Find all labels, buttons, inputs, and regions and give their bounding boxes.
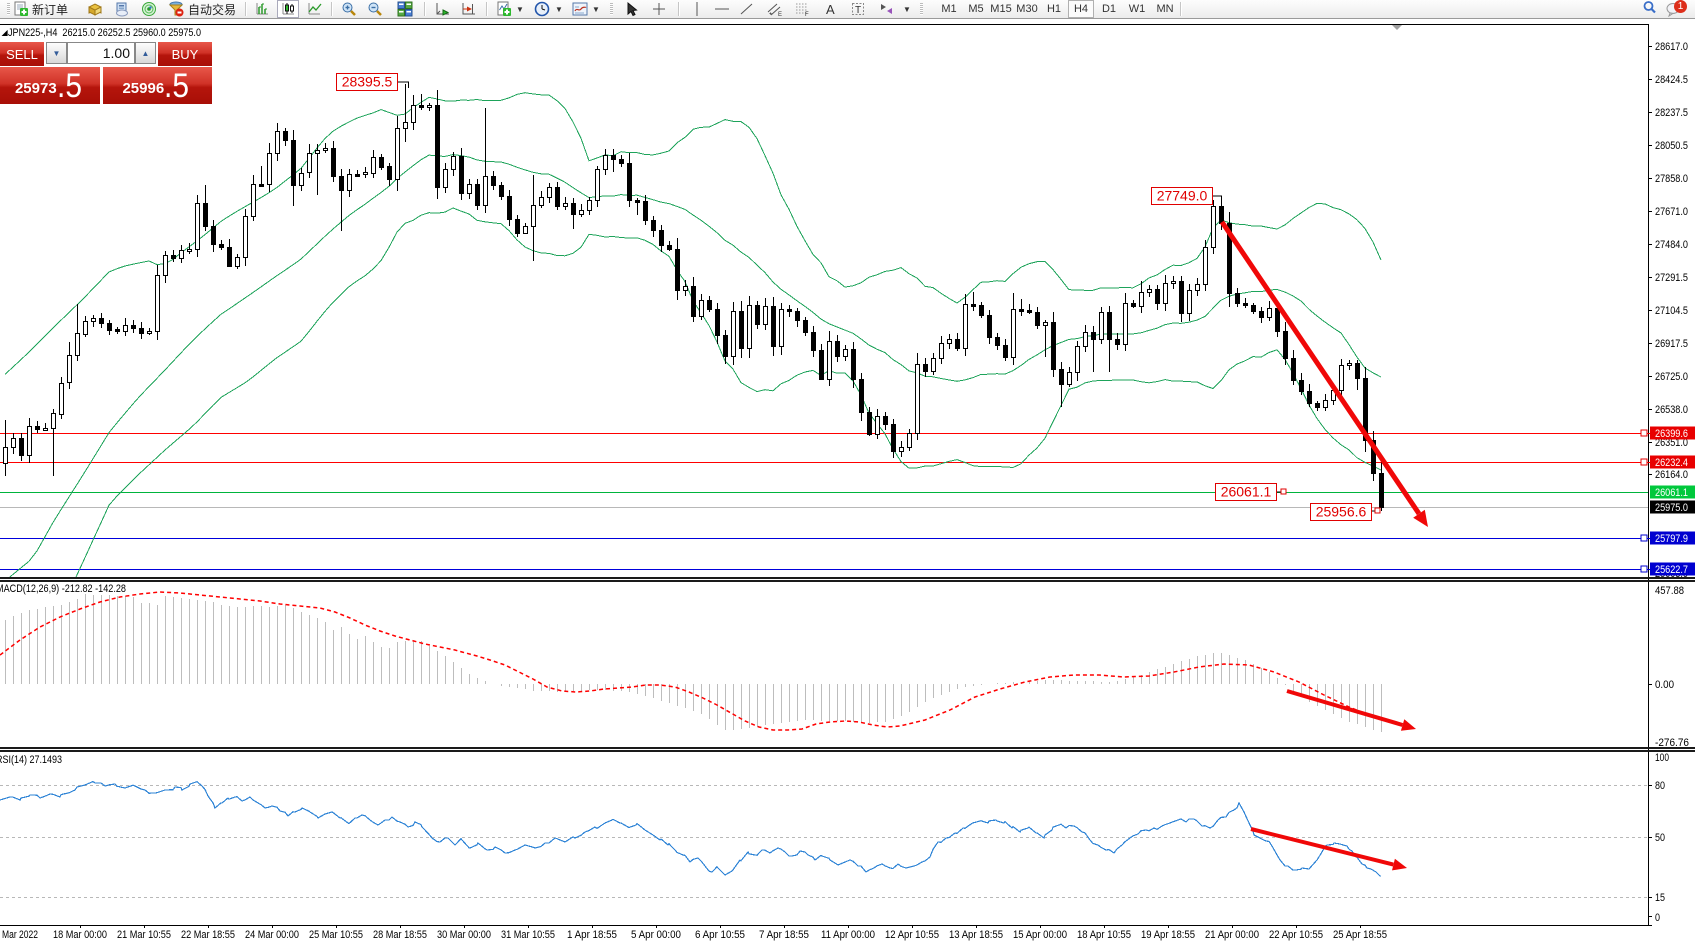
- svg-text:27291.5: 27291.5: [1655, 272, 1688, 284]
- svg-text:15: 15: [1655, 892, 1665, 904]
- svg-text:F: F: [805, 12, 809, 17]
- svg-text:-276.76: -276.76: [1655, 737, 1689, 749]
- svg-text:26399.6: 26399.6: [1655, 428, 1688, 440]
- svg-text:21 Apr 00:00: 21 Apr 00:00: [1205, 929, 1259, 941]
- svg-text:25 Mar 10:55: 25 Mar 10:55: [309, 929, 363, 941]
- svg-text:19 Apr 18:55: 19 Apr 18:55: [1141, 929, 1195, 941]
- svg-text:T: T: [855, 5, 861, 16]
- svg-text:28617.0: 28617.0: [1655, 41, 1688, 53]
- svg-text:15 Apr 00:00: 15 Apr 00:00: [1013, 929, 1067, 941]
- svg-text:26061.1: 26061.1: [1655, 487, 1688, 499]
- svg-text:26538.0: 26538.0: [1655, 404, 1688, 416]
- svg-text:28424.5: 28424.5: [1655, 74, 1688, 86]
- svg-text:30 Mar 00:00: 30 Mar 00:00: [437, 929, 491, 941]
- svg-text:6 Apr 10:55: 6 Apr 10:55: [695, 929, 745, 941]
- svg-text:12 Apr 10:55: 12 Apr 10:55: [885, 929, 939, 941]
- svg-text:18 Apr 10:55: 18 Apr 10:55: [1077, 929, 1131, 941]
- svg-text:22 Apr 10:55: 22 Apr 10:55: [1269, 929, 1323, 941]
- svg-text:27104.5: 27104.5: [1655, 305, 1688, 317]
- svg-text:80: 80: [1655, 780, 1665, 792]
- svg-text:27749.0: 27749.0: [1157, 188, 1208, 204]
- svg-text:13 Apr 18:55: 13 Apr 18:55: [949, 929, 1003, 941]
- svg-text:28395.5: 28395.5: [342, 74, 393, 90]
- svg-text:25975.0: 25975.0: [1655, 502, 1688, 514]
- svg-text:26725.0: 26725.0: [1655, 371, 1688, 383]
- svg-text:27671.0: 27671.0: [1655, 206, 1688, 218]
- svg-text:457.88: 457.88: [1655, 585, 1684, 597]
- svg-text:100: 100: [1655, 752, 1669, 764]
- svg-text:18 Mar 00:00: 18 Mar 00:00: [53, 929, 107, 941]
- svg-text:JPN225-,H4 26215.0 26252.5 25: JPN225-,H4 26215.0 26252.5 25960.0 25975…: [8, 27, 201, 39]
- svg-text:28237.5: 28237.5: [1655, 107, 1688, 119]
- svg-text:26351.0: 26351.0: [1655, 437, 1688, 449]
- svg-text:26164.0: 26164.0: [1655, 469, 1688, 481]
- svg-text:24 Mar 00:00: 24 Mar 00:00: [245, 929, 299, 941]
- svg-text:◢: ◢: [2, 28, 9, 37]
- svg-text:11 Apr 00:00: 11 Apr 00:00: [821, 929, 875, 941]
- svg-text:0: 0: [1655, 912, 1660, 924]
- svg-text:25622.7: 25622.7: [1655, 564, 1688, 576]
- svg-text:21 Mar 10:55: 21 Mar 10:55: [117, 929, 171, 941]
- svg-text:E: E: [778, 12, 782, 17]
- svg-text:50: 50: [1655, 832, 1665, 844]
- svg-text:27484.0: 27484.0: [1655, 239, 1688, 251]
- svg-text:7 Apr 18:55: 7 Apr 18:55: [759, 929, 809, 941]
- svg-text:31 Mar 10:55: 31 Mar 10:55: [501, 929, 555, 941]
- svg-text:25797.9: 25797.9: [1655, 533, 1688, 545]
- svg-text:28050.5: 28050.5: [1655, 140, 1688, 152]
- svg-text:27858.0: 27858.0: [1655, 173, 1688, 185]
- svg-text:Mar 2022: Mar 2022: [2, 929, 38, 941]
- svg-text:26917.5: 26917.5: [1655, 338, 1688, 350]
- svg-text:RSI(14) 27.1493: RSI(14) 27.1493: [0, 754, 62, 766]
- svg-text:26061.1: 26061.1: [1221, 484, 1272, 500]
- svg-text:26232.4: 26232.4: [1655, 457, 1688, 469]
- svg-text:25 Apr 18:55: 25 Apr 18:55: [1333, 929, 1387, 941]
- svg-text:0.00: 0.00: [1655, 679, 1674, 691]
- svg-text:MACD(12,26,9) -212.82 -142.28: MACD(12,26,9) -212.82 -142.28: [0, 583, 126, 595]
- svg-text:1 Apr 18:55: 1 Apr 18:55: [567, 929, 617, 941]
- svg-text:25956.6: 25956.6: [1316, 504, 1367, 520]
- svg-text:28 Mar 18:55: 28 Mar 18:55: [373, 929, 427, 941]
- svg-text:5 Apr 00:00: 5 Apr 00:00: [631, 929, 681, 941]
- svg-text:22 Mar 18:55: 22 Mar 18:55: [181, 929, 235, 941]
